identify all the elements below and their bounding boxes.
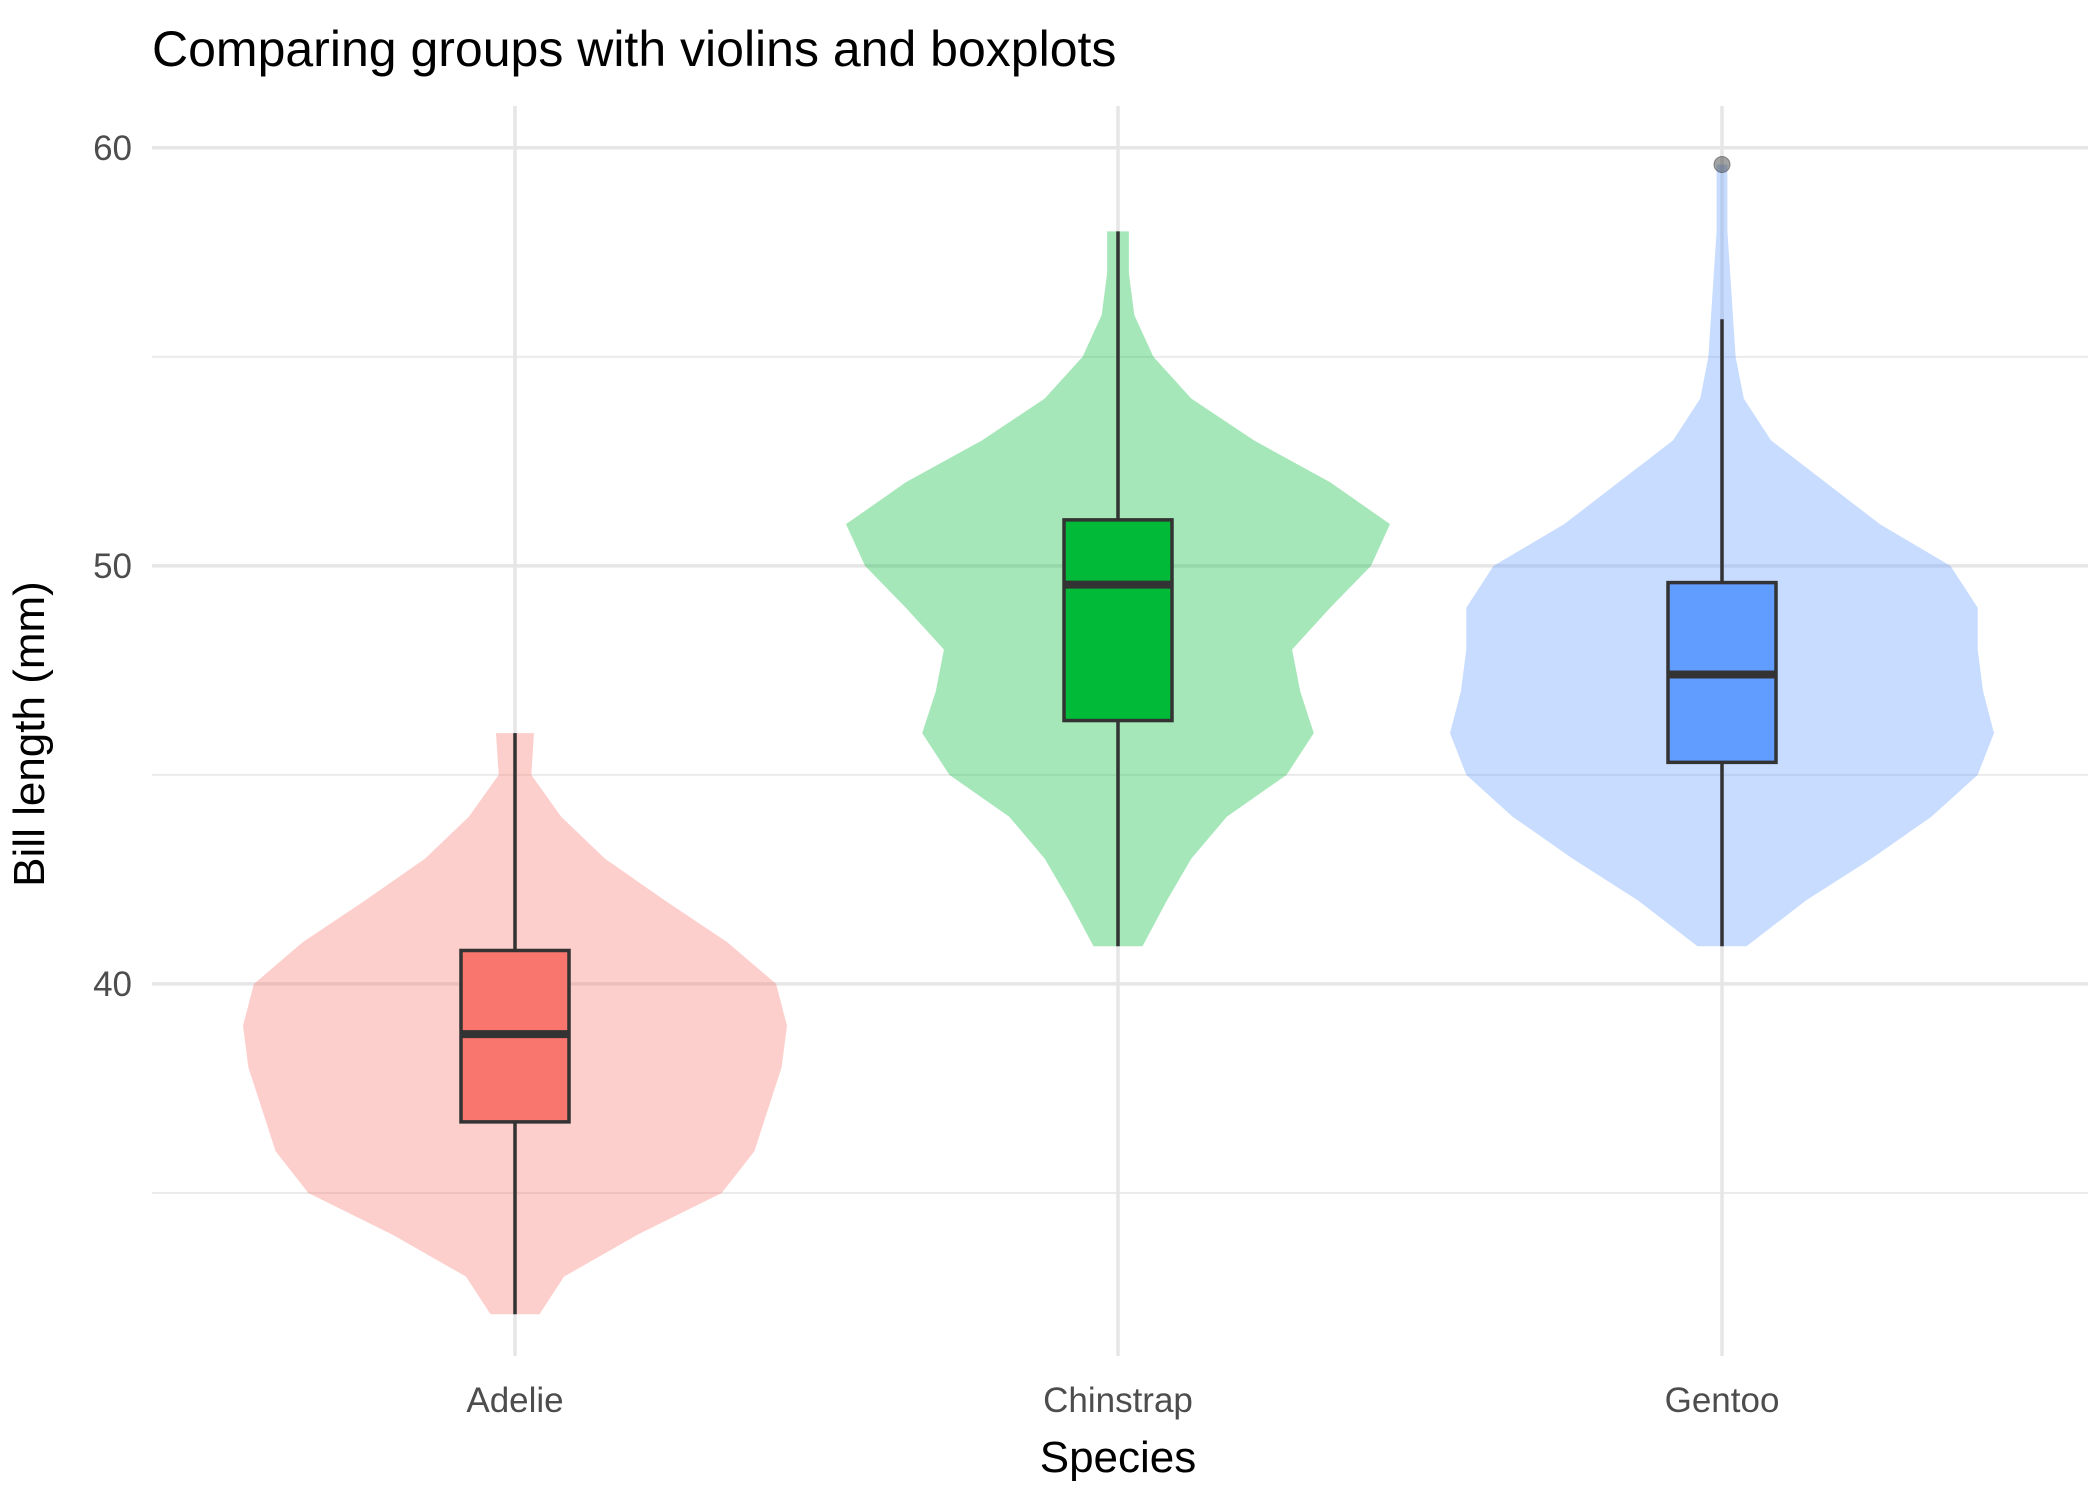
y-tick-label: 60 bbox=[93, 129, 132, 168]
x-tick-label: Chinstrap bbox=[1043, 1381, 1193, 1420]
y-tick-label: 40 bbox=[93, 965, 132, 1004]
x-axis-title: Species bbox=[1040, 1433, 1197, 1482]
y-axis-title: Bill length (mm) bbox=[5, 581, 54, 887]
x-tick-label: Gentoo bbox=[1665, 1381, 1780, 1420]
box-chinstrap bbox=[1062, 518, 1174, 723]
boxplots bbox=[459, 156, 1778, 1315]
chart-title: Comparing groups with violins and boxplo… bbox=[152, 21, 1116, 77]
labels: 40 50 60 Adelie Chinstrap Gentoo bbox=[93, 129, 1779, 1420]
x-tick-label: Adelie bbox=[466, 1381, 563, 1420]
outlier-point bbox=[1713, 156, 1731, 174]
y-tick-label: 50 bbox=[93, 547, 132, 586]
